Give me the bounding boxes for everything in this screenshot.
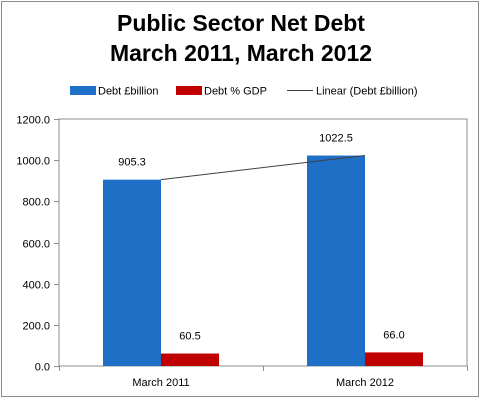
bar-0-1 — [307, 155, 365, 366]
bar-0-0 — [103, 179, 161, 366]
y-tick-label: 800.0 — [22, 197, 50, 209]
x-tick-label: March 2012 — [336, 377, 394, 389]
chart-title-block: Public Sector Net Debt March 2011, March… — [0, 8, 482, 68]
chart-subtitle: March 2011, March 2012 — [109, 40, 373, 66]
x-tick-label: March 2011 — [132, 377, 189, 389]
legend-swatch-debt-billion — [70, 86, 96, 95]
legend-label-debt-billion: Debt £billion — [98, 86, 159, 98]
plot-area: 0.0 200.0 400.0 600.0 800.0 1000.0 1200.0 March… — [16, 115, 468, 389]
y-tick-label: 1000.0 — [16, 156, 50, 168]
data-label: 1022.5 — [319, 133, 353, 145]
y-tick-label: 200.0 — [22, 321, 50, 333]
bar-1-0 — [161, 353, 219, 366]
data-label: 66.0 — [383, 329, 404, 341]
y-tick-label: 600.0 — [22, 239, 50, 251]
y-tick-label: 1200.0 — [16, 115, 50, 127]
y-tick-label: 0.0 — [35, 362, 50, 374]
data-label: 905.3 — [118, 157, 146, 169]
legend: Debt £billion Debt % GDP Linear (Debt £b… — [70, 86, 418, 98]
y-tick-label: 400.0 — [22, 280, 50, 292]
legend-swatch-debt-gdp — [176, 86, 202, 95]
chart-title: Public Sector Net Debt — [117, 10, 365, 36]
legend-label-trendline: Linear (Debt £billion) — [316, 86, 418, 98]
bar-1-1 — [365, 352, 423, 366]
data-label: 60.5 — [179, 331, 200, 343]
trendline — [160, 155, 366, 181]
legend-label-debt-gdp: Debt % GDP — [204, 86, 267, 98]
